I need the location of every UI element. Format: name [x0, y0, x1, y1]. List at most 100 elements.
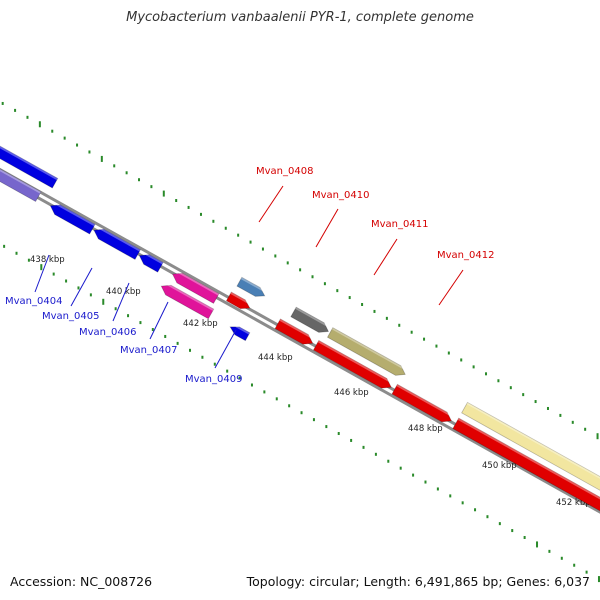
scale-tick-inner [65, 279, 68, 283]
scale-tick-outer [373, 309, 376, 313]
gene-arrow-inner-5 [452, 417, 600, 512]
scale-tick-outer [435, 344, 438, 348]
gene-arrow-inner-1-body [225, 291, 251, 310]
gene-arrow-unlabeled-2-highlight [145, 253, 164, 265]
scale-tick-inner [238, 376, 241, 380]
scale-tick-inner [40, 264, 43, 271]
label-mvan-0409-leader [214, 329, 237, 369]
scale-tick-outer [138, 178, 141, 182]
scale-tick-inner [189, 348, 192, 352]
gene-arrow-mvan-0406-highlight [99, 227, 141, 252]
label-mvan-0410-leader [315, 208, 339, 248]
scale-tick-label: 450 kbp [482, 461, 517, 471]
scale-tick-label: 446 kbp [334, 388, 369, 398]
gene-arrow-mvan-0407-body [160, 284, 215, 320]
scale-tick-outer [509, 386, 512, 390]
gene-arrow-mvan-0410-body [290, 306, 330, 333]
label-mvan-0410: Mvan_0410 [312, 190, 369, 201]
scale-tick-inner [275, 397, 278, 401]
gene-arrow-inner-4-body [391, 383, 453, 423]
gene-arrow-mvan-0409-body [229, 326, 251, 342]
scale-tick-inner [176, 341, 179, 345]
scale-tick-outer [596, 433, 599, 440]
gene-arrow-mvan-0404 [0, 145, 59, 189]
scale-tick-inner [597, 576, 600, 583]
map-title: Mycobacterium vanbaalenii PYR-1, complet… [126, 10, 474, 25]
gene-arrow-mvan-0412 [461, 401, 600, 491]
gene-arrow-mvan-0404-body [0, 145, 59, 189]
gene-arrow-inner-3 [312, 339, 392, 389]
scale-tick-inner [151, 328, 154, 332]
gene-arrow-unlabeled-2 [138, 253, 164, 273]
scale-tick-outer [162, 190, 165, 197]
gene-arrow-mvan-0407-alt-body [171, 272, 220, 304]
scale-tick-inner [498, 522, 501, 526]
scale-tick-outer [311, 275, 314, 279]
scale-tick-outer [546, 406, 549, 410]
gene-arrow-mvan-0412-body [461, 401, 600, 491]
scale-tick-outer [261, 247, 264, 251]
gene-arrow-mvan-0409 [229, 325, 251, 342]
scale-tick-outer [113, 164, 116, 168]
scale-tick-outer [187, 205, 190, 209]
gene-arrow-inner-1-highlight [230, 292, 249, 304]
gene-arrow-mvan-0408 [236, 276, 266, 297]
scale-tick-inner [325, 425, 328, 429]
scale-tick-inner [449, 494, 452, 498]
label-mvan-0408-leader [258, 185, 284, 223]
scale-tick-outer [88, 150, 91, 154]
scale-tick-outer [423, 337, 426, 341]
backbone-strand [0, 167, 600, 507]
scale-tick-outer [286, 261, 289, 265]
gene-arrow-unlabeled [0, 168, 42, 203]
scale-tick-inner [412, 473, 415, 477]
scale-tick-inner [139, 321, 142, 325]
gene-arrow-inner-4-highlight [396, 384, 450, 416]
label-mvan-0407-leader [149, 301, 169, 340]
gene-arrow-inner-2 [274, 318, 314, 345]
scale-tick-inner [263, 390, 266, 394]
scale-tick-outer [410, 330, 413, 334]
scale-tick-inner [337, 432, 340, 436]
scale-tick-outer [336, 289, 339, 293]
scale-tick-outer [224, 226, 227, 230]
gene-arrow-mvan-0405 [49, 203, 96, 235]
scale-tick-inner [15, 251, 18, 255]
scale-tick-inner [362, 445, 365, 449]
scale-tick-outer [212, 219, 215, 223]
scale-tick-outer [299, 268, 302, 272]
gene-arrow-inner-3-body [312, 339, 392, 389]
label-mvan-0412-leader [438, 269, 464, 306]
scale-tick-label: 442 kbp [183, 319, 218, 329]
label-mvan-0411-leader [373, 238, 398, 276]
label-mvan-0407: Mvan_0407 [120, 345, 177, 356]
gene-arrow-mvan-0405-highlight [56, 203, 95, 227]
gene-arrow-mvan-0411-highlight [331, 327, 404, 370]
scale-tick-inner [312, 418, 315, 422]
gene-arrow-mvan-0409-highlight [235, 325, 250, 335]
scale-tick-inner [585, 570, 588, 574]
scale-tick-outer [485, 372, 488, 376]
gene-arrow-inner-3-highlight [317, 340, 390, 382]
scale-tick-inner [226, 369, 229, 373]
scale-tick-inner [114, 307, 117, 311]
scale-tick-outer [63, 136, 66, 140]
scale-tick-label: 444 kbp [258, 353, 293, 363]
label-mvan-0409: Mvan_0409 [185, 374, 242, 385]
scale-tick-outer [175, 199, 178, 203]
gene-arrow-inner-5-highlight [457, 418, 600, 500]
scale-tick-outer [361, 302, 364, 306]
gene-arrow-inner-5-body [452, 417, 600, 512]
gene-arrow-unlabeled-highlight [0, 168, 41, 194]
scale-tick-inner [387, 459, 390, 463]
gene-arrow-mvan-0406 [93, 227, 141, 260]
accession-text: Accession: NC_008726 [10, 574, 153, 589]
gene-arrow-mvan-0411 [326, 327, 406, 376]
scale-tick-outer [398, 323, 401, 327]
gene-arrow-unlabeled-body [0, 168, 42, 203]
scale-tick-inner [77, 286, 80, 290]
label-mvan-0411: Mvan_0411 [371, 219, 428, 230]
scale-tick-inner [374, 452, 377, 456]
gene-arrow-mvan-0410 [290, 306, 330, 333]
